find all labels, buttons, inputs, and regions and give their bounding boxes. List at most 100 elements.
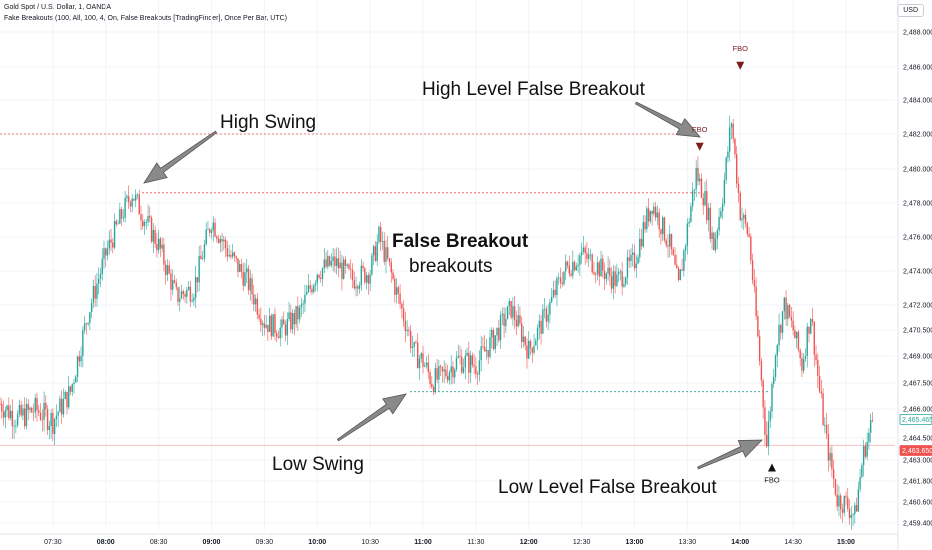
x-tick-label: 15:00 — [837, 539, 855, 546]
candle-body — [96, 283, 98, 299]
candle-body — [418, 358, 421, 369]
candle-body — [771, 384, 773, 412]
candle-body — [157, 238, 160, 251]
candle-body — [170, 273, 172, 290]
x-tick-label: 11:00 — [414, 539, 432, 546]
candle-body — [261, 323, 264, 325]
candle-body — [658, 212, 660, 230]
x-tick-label: 13:30 — [679, 539, 697, 546]
candle-body — [455, 357, 458, 370]
candle-body — [492, 330, 495, 350]
candle-body — [133, 198, 135, 201]
candle-body — [864, 445, 867, 457]
candle-body — [496, 327, 498, 336]
candle-body — [565, 261, 567, 272]
candle-body — [582, 247, 585, 252]
candle-body — [346, 264, 348, 266]
candle-body — [270, 315, 273, 337]
candle-body — [491, 330, 493, 338]
candle-body — [2, 411, 5, 418]
candle-body — [693, 189, 696, 191]
candle-body — [663, 217, 666, 241]
candle-body — [115, 221, 118, 225]
candle-body — [258, 314, 260, 319]
candle-body — [702, 197, 704, 206]
candle-body — [473, 364, 475, 367]
candle-body — [704, 191, 706, 206]
candle-body — [676, 264, 678, 269]
candle-body — [358, 285, 361, 289]
candle-body — [521, 323, 523, 343]
candle-body — [632, 252, 634, 255]
candle-body — [469, 355, 472, 373]
candle-body — [817, 360, 819, 376]
candle-body — [265, 324, 267, 328]
candle-body — [508, 301, 511, 307]
candle-body — [690, 206, 692, 222]
candle-body — [443, 369, 445, 372]
candle-body — [147, 215, 149, 222]
candle-body — [249, 278, 251, 291]
candle-body — [861, 465, 863, 478]
candle-body — [11, 410, 14, 427]
candle-body — [272, 314, 274, 337]
candle-body — [404, 320, 407, 332]
candle-body — [591, 254, 593, 273]
candle-body — [811, 319, 814, 322]
candle-body — [339, 262, 341, 269]
candle-body — [746, 223, 748, 234]
candle-body — [808, 326, 810, 334]
candle-body — [651, 210, 653, 215]
candle-body — [572, 261, 574, 276]
candle-body — [64, 391, 66, 399]
candle-body — [395, 287, 398, 295]
candle-body — [640, 238, 643, 247]
candle-body — [600, 258, 602, 277]
candle-body — [99, 273, 102, 279]
y-tick-label: 2,469.000 — [903, 354, 932, 361]
candle-body — [392, 272, 394, 279]
annotations: High Swing High Level False Breakout False… — [143, 44, 780, 498]
candle-body — [670, 233, 673, 250]
candle-body — [383, 240, 385, 262]
candle-body — [113, 221, 116, 248]
candle-body — [554, 289, 556, 296]
candle-body — [767, 421, 770, 447]
candle-body — [466, 352, 468, 356]
candle-body — [305, 292, 308, 295]
candle-body — [628, 257, 630, 262]
indicator-legend[interactable]: Fake Breakouts (100, All, 100, 4, On, Fa… — [4, 15, 287, 22]
candle-body — [127, 196, 130, 203]
candle-body — [439, 366, 442, 368]
candle-body — [309, 285, 311, 289]
candle-body — [556, 278, 558, 296]
candle-body — [365, 275, 368, 283]
candle-body — [778, 325, 780, 346]
candle-body — [854, 505, 856, 515]
candle-body — [8, 405, 10, 419]
candle-body — [734, 138, 736, 155]
candle-body — [295, 306, 297, 325]
candle-body — [297, 306, 299, 320]
candle-body — [161, 244, 163, 249]
candle-body — [25, 404, 28, 427]
candle-body — [364, 268, 366, 283]
candle-body — [644, 222, 646, 230]
candle-body — [780, 325, 782, 333]
candle-body — [316, 274, 318, 284]
candle-body — [483, 346, 486, 352]
candle-body — [743, 214, 745, 219]
candle-body — [642, 222, 645, 247]
candle-body — [177, 287, 179, 302]
candle-body — [29, 407, 31, 411]
candle-body — [431, 383, 433, 388]
candle-body — [209, 229, 211, 233]
candle-body — [43, 402, 45, 420]
candle-body — [852, 514, 854, 515]
candle-body — [217, 238, 220, 243]
high-fbo-arrow — [634, 101, 701, 138]
candle-body — [660, 229, 662, 235]
candle-body — [92, 285, 95, 304]
